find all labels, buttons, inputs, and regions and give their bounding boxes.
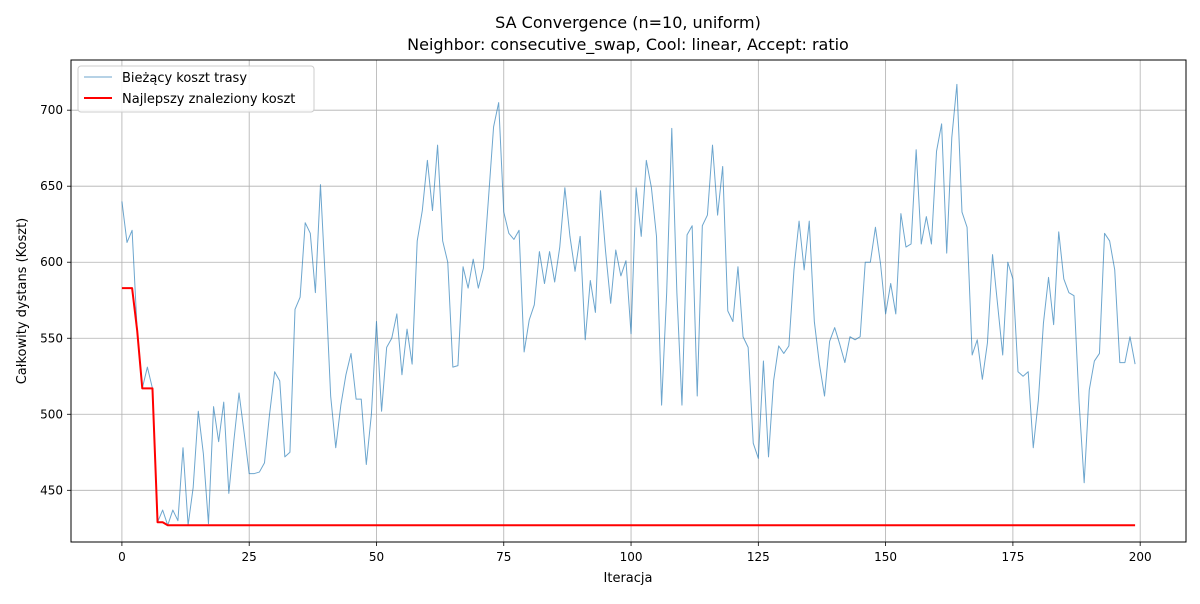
x-tick-label: 200: [1129, 550, 1152, 564]
legend: Bieżący koszt trasy Najlepszy znaleziony…: [77, 65, 315, 113]
x-tick-label: 150: [874, 550, 897, 564]
x-tick-label: 100: [620, 550, 643, 564]
y-tick-label: 500: [40, 407, 63, 421]
x-tick-label: 125: [747, 550, 770, 564]
y-tick-label: 450: [40, 483, 63, 497]
x-tick-label: 50: [369, 550, 384, 564]
chart-title: SA Convergence (n=10, uniform): [495, 13, 761, 32]
y-tick-label: 650: [40, 179, 63, 193]
legend-box: [77, 65, 315, 113]
legend-label-best: Najlepszy znaleziony koszt: [122, 92, 295, 107]
x-tick-label: 0: [118, 550, 126, 564]
series-layer: [121, 83, 1136, 527]
axis-ticks: 0 25 50 75 100 125 150 175 200 450 500 550 600 650 700: [40, 103, 1152, 564]
series-line-best-cost: [121, 287, 1136, 527]
chart-subtitle: Neighbor: consecutive_swap, Cool: linear…: [407, 35, 849, 55]
legend-label-current: Bieżący koszt trasy: [122, 71, 247, 86]
y-axis-label: Całkowity dystans (Koszt): [15, 218, 30, 385]
x-tick-label: 75: [496, 550, 511, 564]
plot-frame: [70, 59, 1187, 543]
x-tick-label: 175: [1001, 550, 1024, 564]
y-tick-label: 550: [40, 331, 63, 345]
y-tick-label: 700: [40, 103, 63, 117]
x-tick-label: 25: [242, 550, 257, 564]
x-axis-label: Iteracja: [604, 571, 653, 586]
y-tick-label: 600: [40, 255, 63, 269]
series-line-current-cost: [121, 83, 1136, 526]
grid: [71, 60, 1186, 542]
